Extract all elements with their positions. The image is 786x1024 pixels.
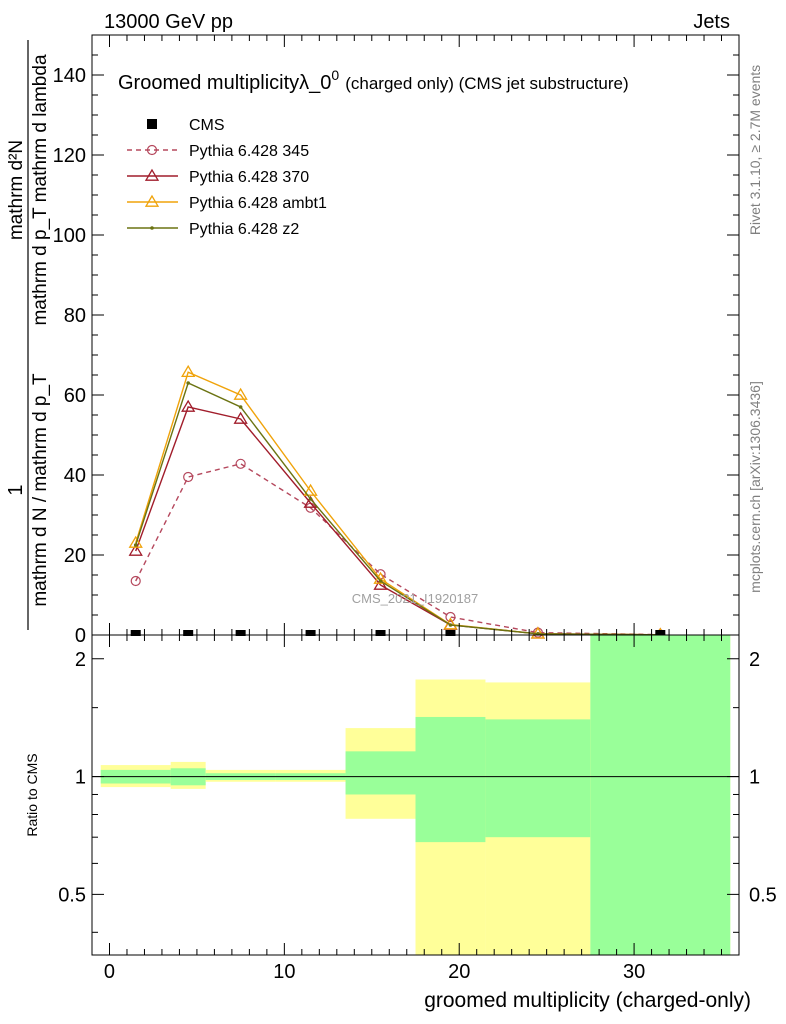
legend-entry-label: Pythia 6.428 ambt1 xyxy=(189,195,327,212)
main-ylabel: 1 mathrm d N / mathrm d p_T mathrm d²N m… xyxy=(5,40,51,630)
main-ytick-label: 40 xyxy=(64,465,86,487)
cms-data-point xyxy=(305,630,316,636)
series-line-3 xyxy=(135,382,661,636)
series-0-point xyxy=(235,458,246,469)
ylabel-numerator: mathrm d²N xyxy=(6,140,27,240)
legend-marker xyxy=(146,144,158,156)
series-1-point xyxy=(128,543,143,556)
series-1-point xyxy=(373,577,388,590)
ratio-panel: 0.5 0.51 12 20 10 20 30 xyxy=(58,634,777,983)
main-series-group xyxy=(128,364,668,640)
x-tick-label: 20 xyxy=(448,961,470,983)
analysis-watermark: CMS_2021_I1920187 xyxy=(352,591,479,606)
ratio-band-inner xyxy=(485,719,591,838)
series-3-point xyxy=(133,543,138,547)
main-ticks-group: 0 20 40 60 80 100 120 140 xyxy=(53,34,739,647)
ratio-ytick-label-right: 1 xyxy=(749,767,760,789)
main-ytick-label: 20 xyxy=(64,545,86,567)
cms-data-point xyxy=(375,630,386,636)
legend-marker xyxy=(144,168,160,181)
legend-marker xyxy=(144,194,160,207)
series-3-point xyxy=(186,381,190,385)
x-axis-label: groomed multiplicity (charged-only) xyxy=(424,989,751,1012)
series-2-point xyxy=(128,535,143,548)
cms-data-group xyxy=(130,630,666,636)
main-ytick-label: 0 xyxy=(75,625,86,647)
cms-data-point xyxy=(235,630,246,636)
legend-entry-label: Pythia 6.428 370 xyxy=(189,169,309,186)
chart-title-rest: (charged only) (CMS jet substructure) xyxy=(345,74,628,93)
series-2-point xyxy=(303,483,318,496)
main-ytick-label: 120 xyxy=(53,145,86,167)
x-tick-label: 30 xyxy=(623,961,645,983)
mcplots-label: mcplots.cern.ch [arXiv:1306.3436] xyxy=(747,381,763,593)
cms-data-point xyxy=(183,630,194,636)
main-ytick-label: 60 xyxy=(64,385,86,407)
x-tick-label: 0 xyxy=(104,961,115,983)
cms-data-point xyxy=(655,630,666,636)
ratio-ylabel: Ratio to CMS xyxy=(24,753,40,836)
main-ytick-label: 140 xyxy=(53,65,86,87)
ratio-ytick-label-left: 0.5 xyxy=(58,884,86,906)
main-panel: 0 20 40 60 80 100 120 140 xyxy=(53,34,740,647)
cms-data-point xyxy=(445,630,456,636)
ylabel-numerator-denominator: mathrm d p_T mathrm d lambda xyxy=(30,54,51,325)
series-3-point xyxy=(238,405,243,409)
ratio-ytick-label-right: 0.5 xyxy=(749,884,777,906)
legend-marker xyxy=(150,226,154,230)
ylabel-one: 1 xyxy=(5,484,27,495)
ratio-band-inner xyxy=(590,635,731,955)
ylabel-denominator: mathrm d N / mathrm d p_T xyxy=(30,373,51,607)
series-3-point xyxy=(448,623,453,627)
legend-marker xyxy=(147,119,157,129)
x-tick-label: 10 xyxy=(273,961,295,983)
main-ytick-label: 80 xyxy=(64,305,86,327)
ratio-band-inner xyxy=(415,716,486,843)
series-1-point xyxy=(233,411,248,424)
header-energy: 13000 GeV pp xyxy=(104,11,233,33)
series-3-point xyxy=(308,497,313,501)
chart-title-main: Groomed multiplicityλ_0 xyxy=(118,72,331,94)
series-2-point xyxy=(233,387,248,400)
ratio-ytick-label-left: 2 xyxy=(75,649,86,671)
header-category: Jets xyxy=(693,11,730,33)
rivet-version-label: Rivet 3.1.10, ≥ 2.7M events xyxy=(747,65,763,235)
series-0-point xyxy=(445,611,456,623)
series-line-0 xyxy=(135,463,661,636)
ratio-ytick-label-left: 1 xyxy=(75,767,86,789)
chart-title: Groomed multiplicityλ_00 (charged only) (… xyxy=(118,67,629,94)
ratio-ytick-label-right: 2 xyxy=(749,649,760,671)
main-ytick-label: 100 xyxy=(53,225,86,247)
legend-entry-label: CMS xyxy=(189,117,225,134)
ratio-band-inner xyxy=(345,751,416,795)
series-1-point xyxy=(181,399,196,412)
series-0-point xyxy=(183,471,194,483)
legend-entry-label: Pythia 6.428 z2 xyxy=(189,221,299,238)
ratio-ticks-group: 0.5 0.51 12 20 10 20 30 xyxy=(58,635,777,983)
series-3-point xyxy=(378,579,383,583)
series-0-point xyxy=(130,575,141,587)
ratio-bands-group xyxy=(100,635,731,955)
cms-data-point xyxy=(130,630,141,636)
legend-entry-label: Pythia 6.428 345 xyxy=(189,143,309,160)
chart-title-superscript: 0 xyxy=(331,67,339,83)
series-2-point xyxy=(181,364,196,378)
legend: CMS Pythia 6.428 345 Pythia 6.428 370 Pythi… xyxy=(127,117,327,238)
ratio-frame xyxy=(91,634,740,956)
